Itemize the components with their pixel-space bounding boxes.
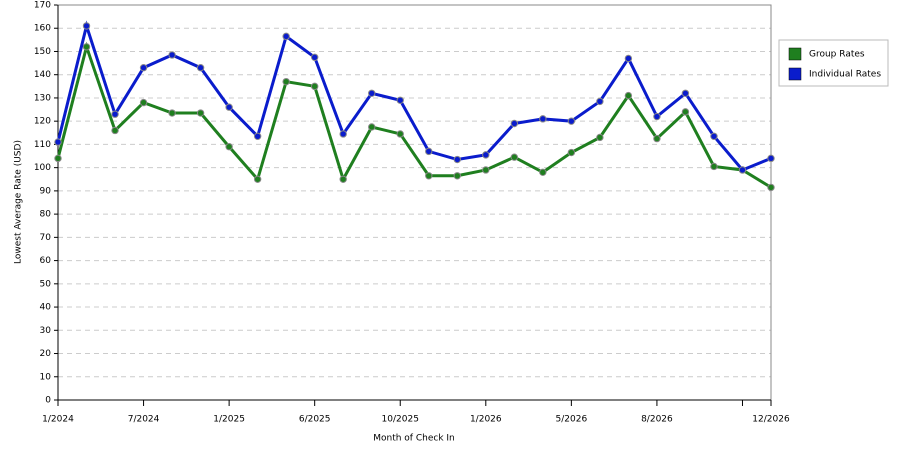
data-point — [168, 109, 176, 117]
legend-swatch — [788, 67, 802, 81]
data-point — [54, 138, 62, 146]
data-point — [54, 154, 62, 163]
data-point — [453, 155, 461, 164]
data-point — [510, 153, 519, 161]
y-axis-label: Lowest Average Rate (USD) — [14, 140, 24, 264]
y-tick-label: 40 — [40, 303, 52, 313]
data-point — [196, 109, 205, 117]
data-point — [738, 166, 747, 174]
x-tick-label: 10/2025 — [382, 415, 419, 425]
data-point — [225, 103, 233, 111]
x-tick-label: 1/2026 — [470, 415, 502, 425]
data-point — [253, 132, 262, 140]
legend-label: Individual Rates — [809, 70, 881, 80]
data-point — [368, 89, 376, 97]
data-point — [310, 82, 319, 91]
data-point — [681, 108, 690, 116]
data-point — [482, 166, 490, 174]
x-tick-label: 7/2024 — [128, 415, 160, 425]
data-point — [767, 154, 775, 163]
plot-frame — [57, 4, 772, 401]
data-point — [596, 133, 604, 142]
data-point — [567, 148, 576, 157]
x-tick-label: 5/2026 — [556, 415, 588, 425]
data-point — [510, 119, 519, 128]
data-point — [396, 96, 404, 104]
y-tick-label: 10 — [40, 372, 52, 382]
data-point — [767, 183, 775, 192]
data-point — [653, 134, 661, 143]
x-tick-label: 12/2026 — [752, 415, 790, 425]
legend-swatch — [788, 47, 802, 61]
x-tick-label: 1/2025 — [213, 415, 245, 425]
data-point — [339, 175, 347, 183]
data-point — [681, 89, 690, 97]
data-point — [624, 54, 633, 63]
data-point — [368, 123, 376, 131]
data-point — [539, 115, 547, 123]
data-point — [253, 175, 262, 183]
data-point — [310, 53, 319, 61]
data-point — [482, 151, 490, 159]
data-point — [710, 132, 718, 140]
y-tick-label: 120 — [34, 117, 51, 127]
y-tick-label: 150 — [34, 47, 51, 57]
x-tick-label: 8/2026 — [641, 415, 673, 425]
y-tick-label: 100 — [34, 163, 51, 173]
y-tick-label: 60 — [40, 256, 52, 266]
data-point — [225, 143, 233, 151]
y-tick-label: 160 — [34, 24, 51, 34]
data-point — [396, 130, 404, 138]
y-tick-label: 90 — [40, 186, 52, 196]
data-point — [139, 64, 148, 72]
data-point — [168, 51, 176, 59]
y-tick-label: 30 — [40, 326, 52, 336]
data-point — [282, 32, 290, 41]
data-point — [282, 77, 290, 86]
series-line — [56, 20, 772, 172]
y-tick-label: 130 — [34, 93, 51, 103]
legend-label: Group Rates — [809, 50, 865, 60]
x-axis-label: Month of Check In — [373, 434, 455, 444]
y-tick-label: 70 — [40, 233, 52, 243]
data-point — [139, 98, 148, 107]
y-tick-label: 20 — [40, 349, 52, 359]
data-point — [653, 112, 661, 121]
y-tick-label: 110 — [34, 140, 51, 150]
data-point — [196, 64, 205, 72]
data-point — [425, 147, 433, 156]
y-tick-label: 170 — [34, 1, 51, 11]
data-point — [82, 22, 91, 30]
y-tick-label: 140 — [34, 70, 51, 80]
x-tick-label: 1/2024 — [42, 415, 74, 425]
data-point — [539, 168, 547, 176]
y-tick-label: 80 — [40, 210, 52, 220]
data-point — [596, 97, 604, 106]
series-line — [56, 41, 772, 189]
x-tick-label: 6/2025 — [299, 415, 331, 425]
data-point — [111, 126, 119, 135]
data-point — [82, 43, 91, 51]
data-point — [425, 172, 433, 180]
data-point — [453, 172, 461, 180]
y-tick-label: 0 — [45, 396, 51, 406]
data-point — [624, 91, 633, 100]
y-tick-label: 50 — [40, 279, 52, 289]
data-point — [710, 162, 718, 171]
data-point — [111, 110, 119, 118]
data-point — [567, 117, 576, 125]
data-point — [339, 130, 347, 138]
